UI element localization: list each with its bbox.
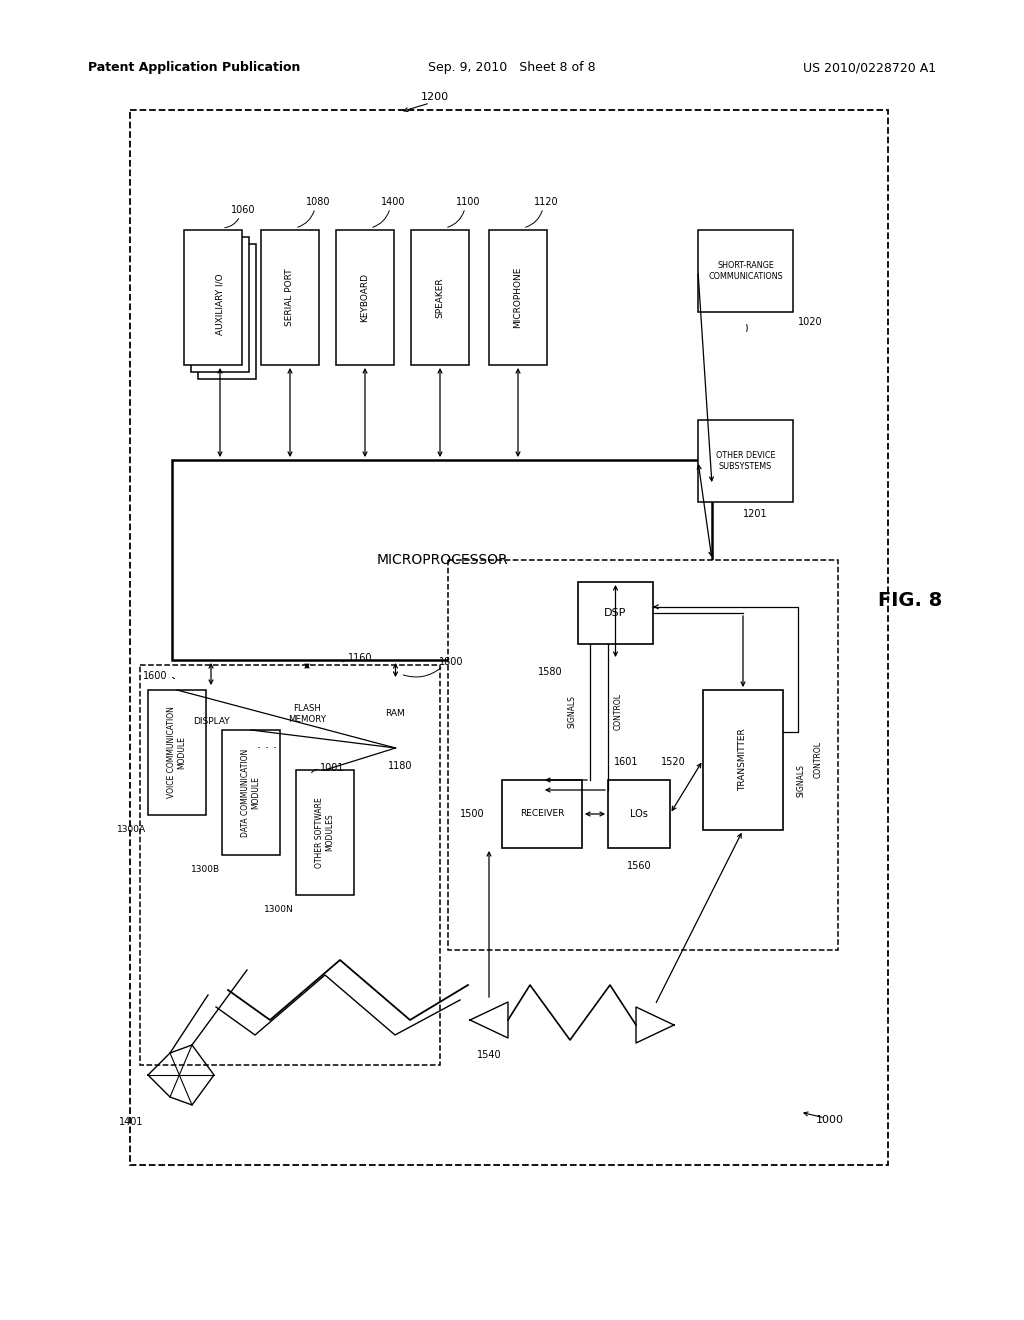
Text: 1060: 1060 <box>230 205 255 215</box>
Text: OTHER SOFTWARE
MODULES: OTHER SOFTWARE MODULES <box>315 797 335 867</box>
Text: SHORT-RANGE
COMMUNICATIONS: SHORT-RANGE COMMUNICATIONS <box>709 261 783 281</box>
Text: 1300A: 1300A <box>117 825 146 834</box>
Text: 1020: 1020 <box>798 317 822 327</box>
Text: US 2010/0228720 A1: US 2010/0228720 A1 <box>803 62 936 74</box>
Text: 1300B: 1300B <box>190 866 220 874</box>
Text: SIGNALS: SIGNALS <box>797 764 806 797</box>
Text: 1100: 1100 <box>456 197 480 207</box>
Text: SPEAKER: SPEAKER <box>435 277 444 318</box>
Bar <box>703 690 783 830</box>
Bar <box>449 560 838 950</box>
Bar <box>502 780 582 847</box>
Bar <box>268 672 346 756</box>
Bar <box>608 780 670 847</box>
Text: 1000: 1000 <box>816 1115 844 1125</box>
Bar <box>184 230 242 366</box>
Text: 1600: 1600 <box>142 671 167 681</box>
Text: 1160: 1160 <box>348 653 373 663</box>
Text: 1401: 1401 <box>119 1117 143 1127</box>
Text: DATA COMMUNICATION
MODULE: DATA COMMUNICATION MODULE <box>242 748 261 837</box>
Text: 1300N: 1300N <box>264 906 294 915</box>
Text: . . .: . . . <box>257 738 278 751</box>
Bar <box>130 110 888 1166</box>
Text: OTHER DEVICE
SUBSYSTEMS: OTHER DEVICE SUBSYSTEMS <box>716 451 775 471</box>
Text: MICROPROCESSOR: MICROPROCESSOR <box>376 553 508 568</box>
Text: DSP: DSP <box>604 609 627 618</box>
Text: 1180: 1180 <box>388 762 413 771</box>
Text: 1001: 1001 <box>319 763 344 774</box>
Text: VOICE COMMUNICATION
MODULE: VOICE COMMUNICATION MODULE <box>167 706 186 799</box>
Text: KEYBOARD: KEYBOARD <box>360 273 370 322</box>
Text: 1560: 1560 <box>627 861 651 871</box>
Text: 1400: 1400 <box>381 197 406 207</box>
Bar <box>172 688 250 756</box>
Text: DISPLAY: DISPLAY <box>193 718 229 726</box>
Text: RECEIVER: RECEIVER <box>520 809 564 818</box>
Text: FIG. 8: FIG. 8 <box>878 590 942 610</box>
Bar <box>368 680 423 748</box>
Text: 1601: 1601 <box>613 756 638 767</box>
Text: FLASH
MEMORY: FLASH MEMORY <box>288 705 326 723</box>
Bar <box>296 770 354 895</box>
Bar <box>222 730 280 855</box>
Text: 1080: 1080 <box>306 197 331 207</box>
Bar <box>411 230 469 366</box>
Text: 1201: 1201 <box>743 510 768 519</box>
Bar <box>148 690 206 814</box>
Text: 1800: 1800 <box>438 657 463 667</box>
Text: 1500: 1500 <box>460 809 484 818</box>
Text: MICROPHONE: MICROPHONE <box>513 267 522 329</box>
Text: Sep. 9, 2010   Sheet 8 of 8: Sep. 9, 2010 Sheet 8 of 8 <box>428 62 596 74</box>
Text: 1520: 1520 <box>660 756 685 767</box>
Text: 1540: 1540 <box>477 1049 502 1060</box>
Bar <box>261 230 319 366</box>
Bar <box>172 459 712 660</box>
Bar <box>698 420 793 502</box>
Bar <box>198 244 256 379</box>
Text: 1580: 1580 <box>538 667 562 677</box>
Text: SIGNALS: SIGNALS <box>567 696 577 729</box>
Bar <box>698 230 793 312</box>
Bar <box>489 230 547 366</box>
Text: SERIAL PORT: SERIAL PORT <box>286 269 295 326</box>
Text: Patent Application Publication: Patent Application Publication <box>88 62 300 74</box>
Bar <box>336 230 394 366</box>
Bar <box>191 238 249 372</box>
Text: CONTROL: CONTROL <box>613 693 623 730</box>
Text: 1120: 1120 <box>534 197 558 207</box>
Bar <box>578 582 653 644</box>
Text: 1200: 1200 <box>421 92 450 102</box>
Text: CONTROL: CONTROL <box>813 742 822 779</box>
Bar <box>140 665 440 1065</box>
Text: LOs: LOs <box>630 809 648 818</box>
Text: RAM: RAM <box>386 710 406 718</box>
Text: TRANSMITTER: TRANSMITTER <box>738 729 748 792</box>
Text: AUXILIARY I/O: AUXILIARY I/O <box>215 273 224 335</box>
